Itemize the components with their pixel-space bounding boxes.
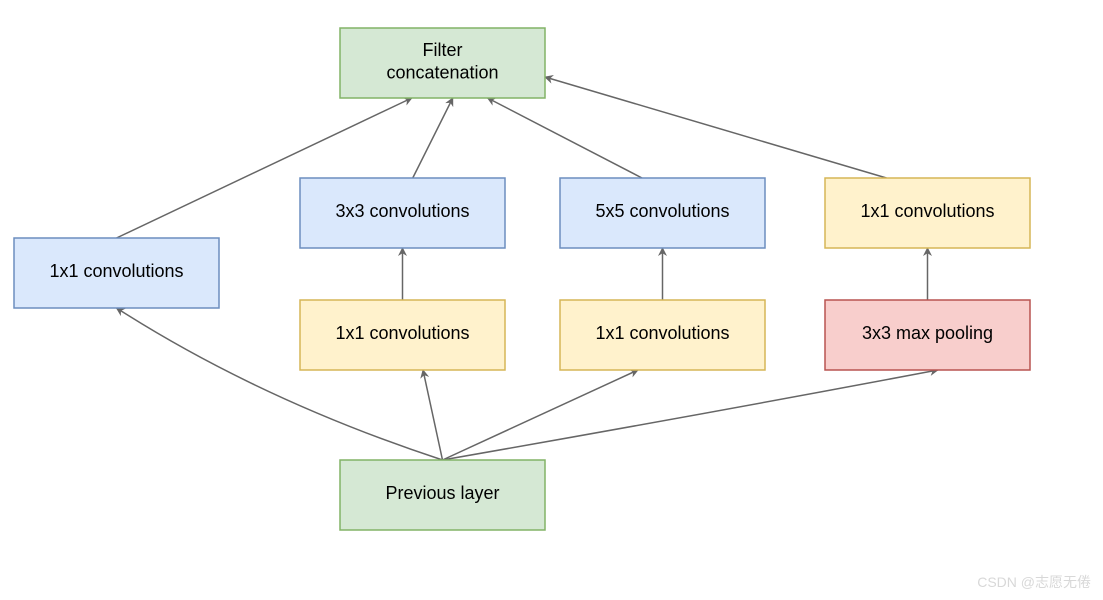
edge-previous-to-conv1_a xyxy=(423,370,443,460)
node-conv1_b: 1x1 convolutions xyxy=(560,300,765,370)
edge-conv1_right-to-filter_concat xyxy=(545,77,887,178)
node-conv1_left-label-line-0: 1x1 convolutions xyxy=(49,261,183,281)
node-conv1_a-label-line-0: 1x1 convolutions xyxy=(335,323,469,343)
edges-layer xyxy=(117,77,938,460)
node-conv1_b-label-line-0: 1x1 convolutions xyxy=(595,323,729,343)
node-conv1_right-label-line-0: 1x1 convolutions xyxy=(860,201,994,221)
node-conv5: 5x5 convolutions xyxy=(560,178,765,248)
edge-conv3-to-filter_concat xyxy=(413,98,453,178)
edge-conv5-to-filter_concat xyxy=(488,98,642,178)
inception-module-diagram: Filterconcatenation 1x1 convolutions 3x3 c… xyxy=(0,0,1103,600)
node-filter_concat: Filterconcatenation xyxy=(340,28,545,98)
node-conv1_left: 1x1 convolutions xyxy=(14,238,219,308)
node-filter_concat-label-line-0: Filter xyxy=(423,40,463,60)
node-conv5-label-line-0: 5x5 convolutions xyxy=(595,201,729,221)
node-conv3: 3x3 convolutions xyxy=(300,178,505,248)
node-conv1_a: 1x1 convolutions xyxy=(300,300,505,370)
edge-previous-to-conv1_b xyxy=(443,370,638,460)
nodes-layer: Filterconcatenation 1x1 convolutions 3x3 c… xyxy=(14,28,1030,530)
node-conv1_right: 1x1 convolutions xyxy=(825,178,1030,248)
node-maxpool-label-line-0: 3x3 max pooling xyxy=(862,323,993,343)
node-maxpool: 3x3 max pooling xyxy=(825,300,1030,370)
node-previous: Previous layer xyxy=(340,460,545,530)
node-filter_concat-label-line-1: concatenation xyxy=(386,62,498,82)
node-conv3-label-line-0: 3x3 convolutions xyxy=(335,201,469,221)
edge-previous-to-maxpool xyxy=(443,370,938,460)
node-previous-label-line-0: Previous layer xyxy=(385,483,499,503)
